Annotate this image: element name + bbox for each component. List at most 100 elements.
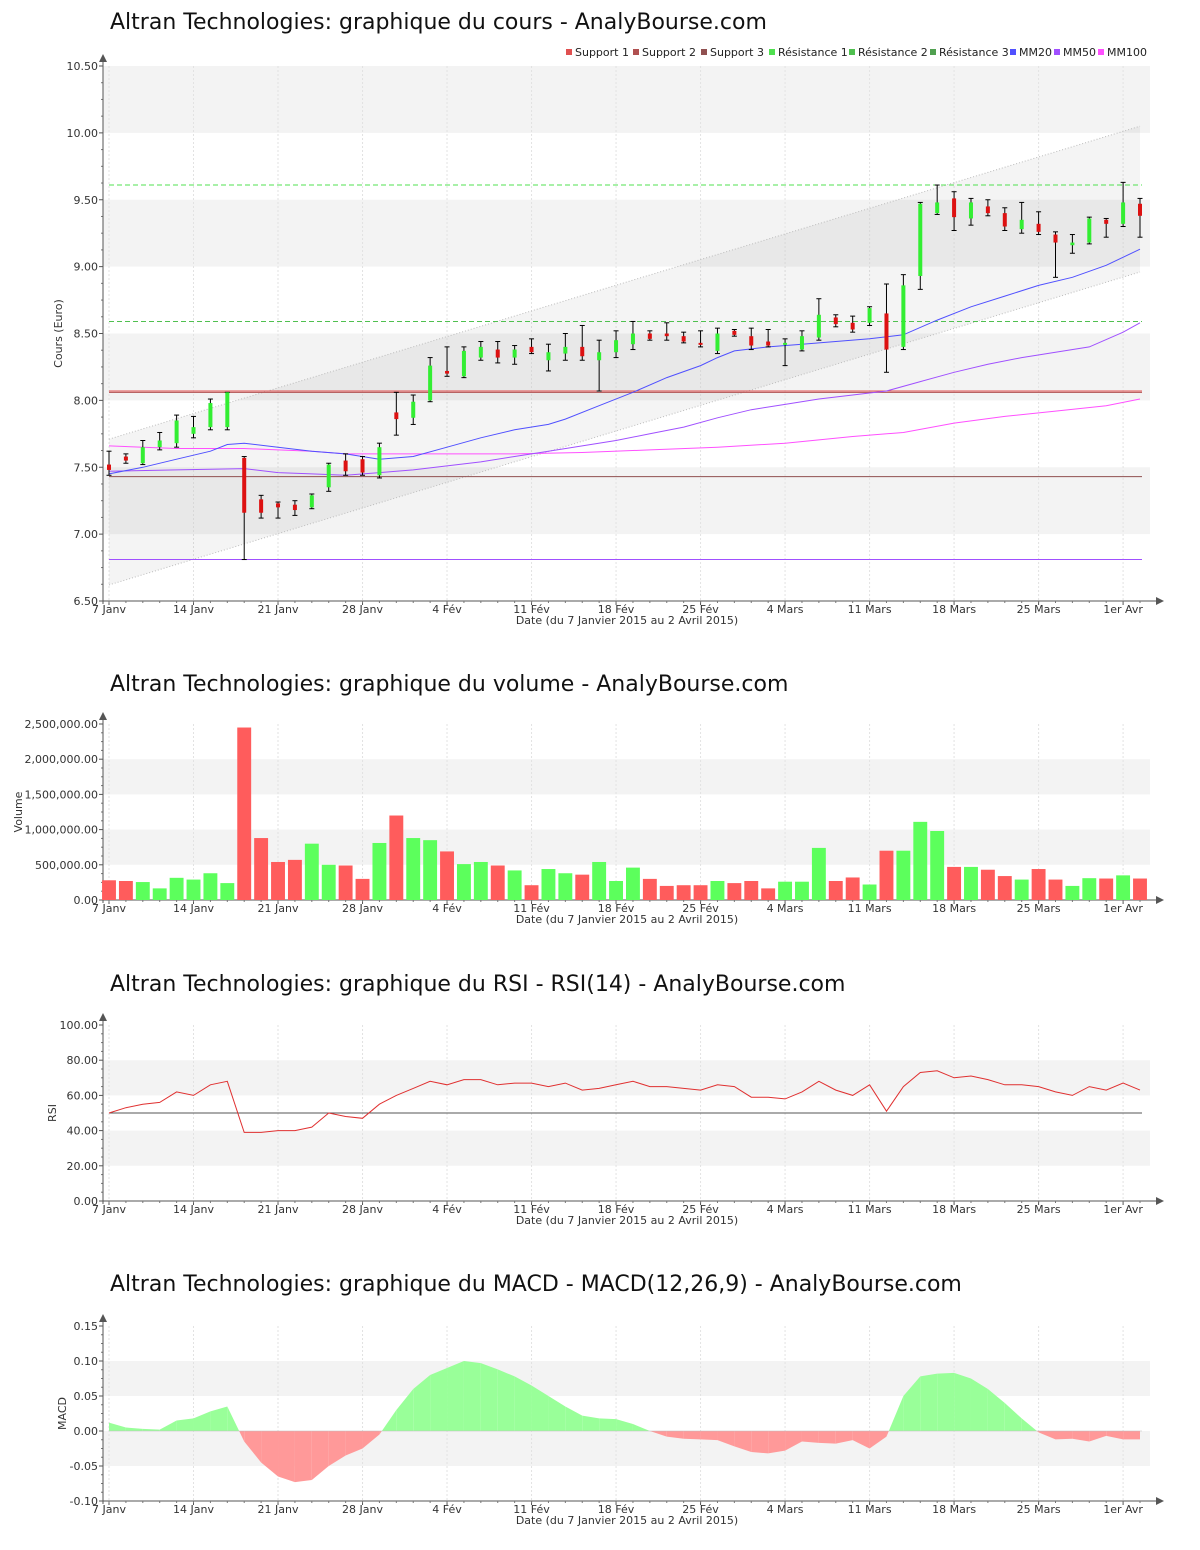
macd-tick-label-x: 7 Janv <box>92 1503 126 1516</box>
price-candle-body <box>107 464 111 470</box>
volume-bar <box>879 850 894 900</box>
price-candle-body <box>276 503 281 508</box>
volume-bar <box>1116 875 1131 900</box>
rsi-x-axis-label: Date (du 7 Janvier 2015 au 2 Avril 2015) <box>516 1214 738 1227</box>
volume-x-axis-arrow <box>1156 896 1164 904</box>
price-candle-body <box>935 202 940 214</box>
price-candle-body <box>174 420 179 444</box>
rsi-tick-label-y: 0.00 <box>74 1195 99 1208</box>
price-tick-label-y: 6.50 <box>74 595 99 608</box>
volume-bar <box>355 878 370 900</box>
price-candle-body <box>242 457 247 513</box>
macd-area-segment <box>565 1406 583 1431</box>
price-legend-swatch <box>769 49 775 55</box>
price-candle-body <box>445 370 450 374</box>
macd-area-segment <box>734 1431 752 1452</box>
rsi-x-axis-arrow <box>1156 1197 1164 1205</box>
price-candle-body <box>1138 203 1142 216</box>
macd-area-segment <box>616 1419 633 1431</box>
volume-bar <box>406 838 421 900</box>
price-candle-body <box>191 427 196 434</box>
volume-bar <box>473 861 488 900</box>
price-candle-body <box>292 504 297 511</box>
price-candle-body <box>799 336 804 350</box>
macd-tick-label-x: 1er Avr <box>1103 1503 1143 1516</box>
price-tick-label-x: 7 Janv <box>92 603 126 616</box>
volume-bar <box>913 821 928 900</box>
volume-chart: 0.00 500,000.00 1,000,000.00 1,500,000.00 2,… <box>12 712 1164 926</box>
price-candle-body <box>850 322 855 330</box>
macd-area-segment <box>447 1361 464 1431</box>
volume-bar <box>169 877 184 900</box>
price-candle-body <box>698 342 703 345</box>
rsi-tick-label-x: 11 Mars <box>848 1203 892 1216</box>
volume-chart-title: Altran Technologies: graphique du volume… <box>110 672 789 697</box>
price-tick-label-x: 1er Avr <box>1103 603 1143 616</box>
volume-bar <box>102 880 116 900</box>
rsi-tick-label-x: 4 Fév <box>432 1203 462 1216</box>
volume-bar <box>862 884 877 900</box>
price-legend-label: Résistance 1 <box>778 46 848 59</box>
macd-area-segment <box>1004 1403 1022 1431</box>
macd-tick-label-x: 11 Fév <box>513 1503 550 1516</box>
price-mm50-line <box>108 322 1141 476</box>
macd-area-segment <box>311 1431 329 1480</box>
price-tick-label-x: 14 Janv <box>173 603 214 616</box>
volume-bar <box>507 870 522 900</box>
volume-bar <box>558 873 573 900</box>
volume-bar <box>1082 878 1097 900</box>
volume-bar <box>744 880 759 900</box>
price-candle-body <box>360 459 365 473</box>
rsi-tick-label-x: 14 Janv <box>173 1203 214 1216</box>
price-tick-label-y: 7.50 <box>74 461 99 474</box>
price-candle-body <box>749 336 754 346</box>
rsi-y-axis-arrow <box>99 1013 107 1021</box>
volume-bar <box>338 865 353 900</box>
volume-bar <box>524 885 539 900</box>
volume-tick-label-x: 18 Mars <box>932 902 976 915</box>
volume-tick-label-y: 1,000,000.00 <box>25 824 98 837</box>
rsi-tick-label-x: 7 Janv <box>92 1203 126 1216</box>
price-candle-body <box>884 313 889 350</box>
rsi-chart-title: Altran Technologies: graphique du RSI - … <box>110 972 846 997</box>
macd-tick-label-x: 28 Janv <box>342 1503 383 1516</box>
price-legend-swatch <box>1098 49 1104 55</box>
volume-tick-label-y: 1,500,000.00 <box>25 788 98 801</box>
macd-area-segment <box>785 1431 802 1451</box>
macd-area-segment <box>1021 1418 1037 1431</box>
volume-tick-label-x: 1er Avr <box>1103 902 1143 915</box>
macd-area-segment <box>886 1431 889 1437</box>
macd-area-segment <box>937 1372 955 1431</box>
rsi-tick-label-x: 18 Mars <box>932 1203 976 1216</box>
volume-bar <box>642 878 657 900</box>
price-mm20-line <box>108 248 1141 475</box>
volume-tick-label-x: 4 Fév <box>432 902 462 915</box>
macd-area-segment <box>396 1389 414 1431</box>
rsi-tick-label-x: 28 Janv <box>342 1203 383 1216</box>
macd-tick-label-x: 25 Mars <box>1017 1503 1061 1516</box>
price-chart: 6.50 7.00 7.50 8.00 8.50 9.00 9.50 10.00 10.50 7 … <box>52 46 1164 627</box>
price-candle-body <box>614 340 619 353</box>
price-legend-label: Résistance 2 <box>858 46 928 59</box>
macd-area-segment <box>683 1431 701 1440</box>
price-band <box>103 467 1150 535</box>
price-tick-label-x: 18 Mars <box>932 603 976 616</box>
macd-area-segment <box>345 1431 363 1456</box>
price-legend-swatch <box>566 49 572 55</box>
price-candle-body <box>1019 219 1024 230</box>
macd-area-segment <box>987 1389 1005 1431</box>
macd-area-segment <box>362 1431 380 1449</box>
price-y-axis-label: Cours (Euro) <box>52 299 65 368</box>
price-candle-body <box>326 464 331 488</box>
price-tick-label-x: 25 Mars <box>1017 603 1061 616</box>
price-tick-label-y: 7.00 <box>74 528 99 541</box>
price-tick-label-x: 11 Mars <box>848 603 892 616</box>
volume-bar <box>1133 878 1147 900</box>
macd-area-segment <box>835 1431 853 1444</box>
price-legend-swatch <box>930 49 936 55</box>
price-tick-label-x: 28 Janv <box>342 603 383 616</box>
price-candle-body <box>512 349 517 358</box>
macd-area-segment <box>227 1406 240 1431</box>
macd-area-segment <box>954 1372 971 1431</box>
price-candle-body <box>1053 234 1058 243</box>
